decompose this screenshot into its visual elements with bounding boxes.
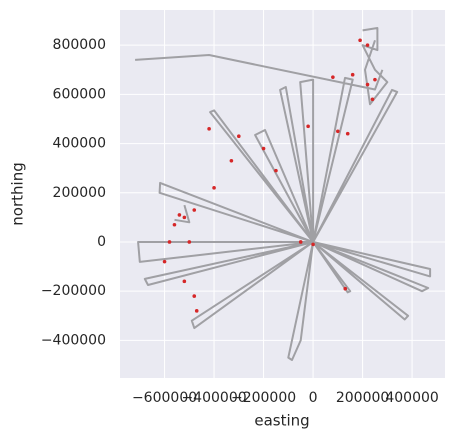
detection-point <box>187 240 192 244</box>
y-axis-label: northing <box>9 162 27 225</box>
detection-point <box>365 82 370 87</box>
detection-point <box>261 146 266 151</box>
detection-point <box>182 215 187 220</box>
detection-point <box>365 43 370 47</box>
detection-point <box>336 129 340 134</box>
x-tick-label: −200000 <box>231 390 296 406</box>
detection-point <box>172 222 177 227</box>
detection-point <box>350 72 355 77</box>
detection-point <box>192 208 197 212</box>
detection-point <box>237 134 241 138</box>
y-tick-label: 0 <box>97 234 106 250</box>
detection-point <box>331 75 335 79</box>
detection-point <box>207 127 211 131</box>
x-tick-label: −600000 <box>132 390 197 406</box>
y-tick-label: 800000 <box>53 37 106 53</box>
detection-point <box>274 168 278 173</box>
detection-point <box>212 186 216 190</box>
detection-point <box>162 259 167 264</box>
x-axis-label: easting <box>254 412 309 430</box>
detection-point <box>177 213 182 217</box>
detection-point <box>311 242 315 247</box>
detection-point <box>373 77 377 82</box>
x-tick-label: 400000 <box>385 390 438 406</box>
detection-point <box>194 309 199 313</box>
x-tick-label: 0 <box>309 390 318 406</box>
track-line <box>135 27 432 361</box>
y-tick-label: −400000 <box>41 332 106 348</box>
y-tick-label: 600000 <box>53 86 106 102</box>
detection-point <box>167 240 172 244</box>
detection-point <box>343 286 348 291</box>
detection-point <box>229 158 234 163</box>
x-tick-label: −400000 <box>181 390 246 406</box>
y-tick-label: 400000 <box>53 136 106 152</box>
detection-point <box>358 38 362 43</box>
x-tick-label: 200000 <box>336 390 389 406</box>
plot-area <box>120 10 445 378</box>
detection-point <box>298 240 303 244</box>
y-tick-label: −200000 <box>41 283 106 299</box>
detection-point <box>192 294 197 298</box>
detection-point <box>182 279 187 284</box>
y-tick-label: 200000 <box>53 185 106 201</box>
detection-point <box>345 131 350 136</box>
detection-point <box>370 97 375 102</box>
detection-point <box>306 124 310 129</box>
